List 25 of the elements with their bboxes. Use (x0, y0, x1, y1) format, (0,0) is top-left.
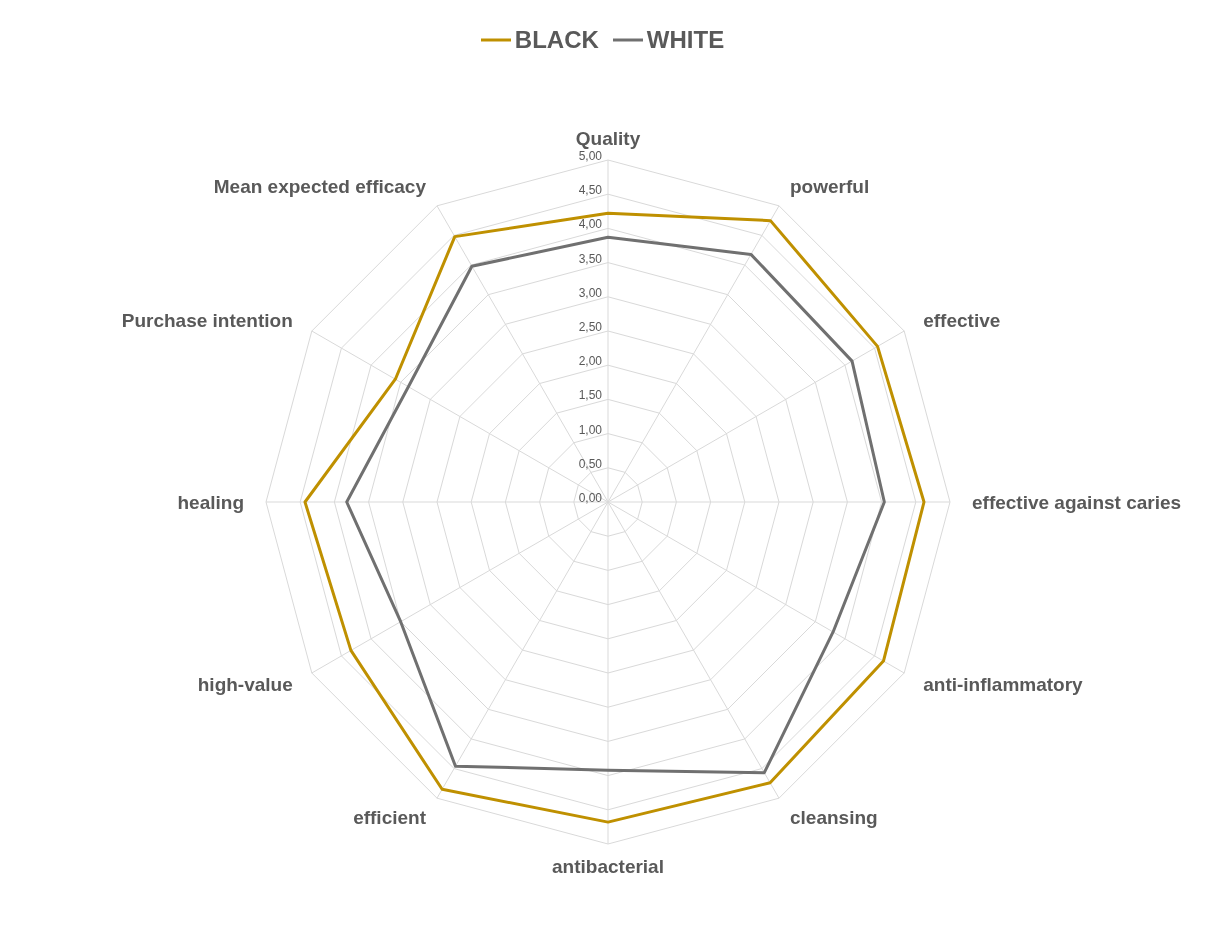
y-tick-label: 4,50 (578, 183, 603, 198)
spoke-label: cleansing (790, 806, 878, 828)
spoke-label: efficient (353, 806, 427, 828)
y-tick-label: 2,00 (578, 354, 603, 369)
y-tick-label: 1,50 (578, 388, 603, 403)
spoke-label: high-value (197, 673, 293, 695)
spoke-label: effective against caries (972, 491, 1182, 513)
y-tick-label: 0,50 (578, 456, 603, 471)
legend-label: WHITE (646, 26, 725, 54)
legend-label: BLACK (514, 26, 599, 54)
y-tick-label: 1,00 (578, 422, 603, 437)
spoke-label: Mean expected efficacy (213, 176, 427, 198)
spoke-label: effective (923, 309, 1001, 331)
y-tick-label: 5,00 (578, 149, 603, 163)
spoke-label: anti-inflammatory (923, 673, 1084, 695)
y-tick-label: 4,00 (578, 217, 603, 232)
y-tick-label: 0,00 (578, 491, 603, 505)
spoke-label: Quality (575, 127, 641, 149)
spoke-label: powerful (790, 176, 870, 198)
spoke-label: Purchase intention (121, 309, 293, 331)
spoke-label: antibacterial (552, 855, 664, 877)
y-tick-label: 3,00 (578, 285, 603, 300)
spoke-label: healing (177, 491, 244, 513)
y-tick-label: 2,50 (578, 320, 603, 334)
y-tick-label: 3,50 (578, 251, 603, 266)
